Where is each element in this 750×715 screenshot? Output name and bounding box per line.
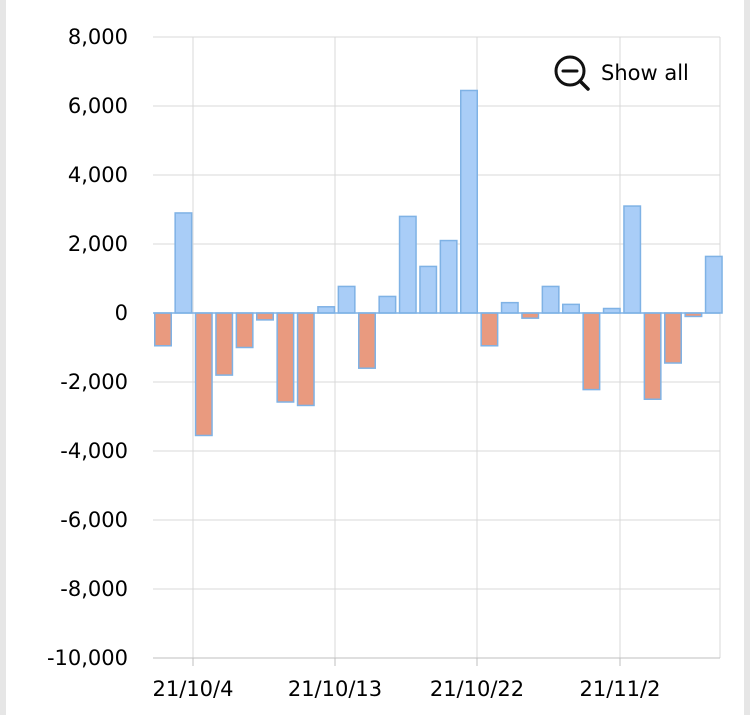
show-all-label: Show all (601, 61, 689, 85)
y-tick-label: -8,000 (60, 577, 128, 601)
bar-positive[interactable] (398, 215, 417, 314)
show-all-button[interactable]: Show all (553, 54, 689, 92)
y-tick-label: 6,000 (68, 94, 128, 118)
x-tick-label: 21/11/2 (580, 677, 661, 701)
y-tick-label: -4,000 (60, 439, 128, 463)
bar-negative[interactable] (358, 312, 376, 369)
bar-negative[interactable] (480, 312, 499, 347)
y-tick-label: 0 (115, 301, 128, 325)
bar-negative[interactable] (664, 312, 682, 364)
axes (153, 312, 720, 666)
bar-positive[interactable] (419, 265, 438, 314)
bar-positive[interactable] (174, 212, 193, 314)
bar-positive[interactable] (500, 301, 519, 314)
bar-positive[interactable] (317, 306, 336, 314)
bar-positive[interactable] (460, 89, 478, 314)
frame-border-left (0, 0, 6, 715)
y-tick-label: -10,000 (47, 646, 128, 670)
bar-negative[interactable] (643, 312, 662, 400)
y-tick-label: 8,000 (68, 25, 128, 49)
y-tick-label: 4,000 (68, 163, 128, 187)
bar-negative[interactable] (215, 312, 234, 376)
zoom-out-icon (554, 55, 590, 91)
bar-positive[interactable] (439, 239, 458, 314)
bar-negative[interactable] (521, 312, 540, 319)
x-tick-label: 21/10/4 (153, 677, 234, 701)
x-tick-label: 21/10/22 (430, 677, 524, 701)
bar-positive[interactable] (337, 285, 356, 314)
bar-positive[interactable] (378, 295, 397, 314)
bar-positive[interactable] (562, 303, 580, 314)
bar-negative[interactable] (582, 312, 601, 391)
bar-negative[interactable] (276, 312, 295, 403)
bar-negative[interactable] (194, 312, 213, 437)
bar-negative[interactable] (235, 312, 254, 349)
bar-negative[interactable] (256, 312, 274, 321)
bar-positive[interactable] (541, 285, 560, 314)
y-tick-label: 2,000 (68, 232, 128, 256)
y-tick-label: -6,000 (60, 508, 128, 532)
y-tick-label: -2,000 (60, 370, 128, 394)
tick-labels: 8,000 6,000 4,000 2,000 0 -2,000 -4,000 -6,000 -… (47, 25, 661, 701)
frame-border-right (744, 0, 750, 715)
bar-positive[interactable] (623, 205, 642, 314)
bars (154, 89, 723, 437)
bar-negative[interactable] (296, 312, 315, 407)
bar-negative[interactable] (154, 312, 172, 347)
bar-positive[interactable] (704, 255, 723, 314)
x-tick-label: 21/10/13 (288, 677, 382, 701)
